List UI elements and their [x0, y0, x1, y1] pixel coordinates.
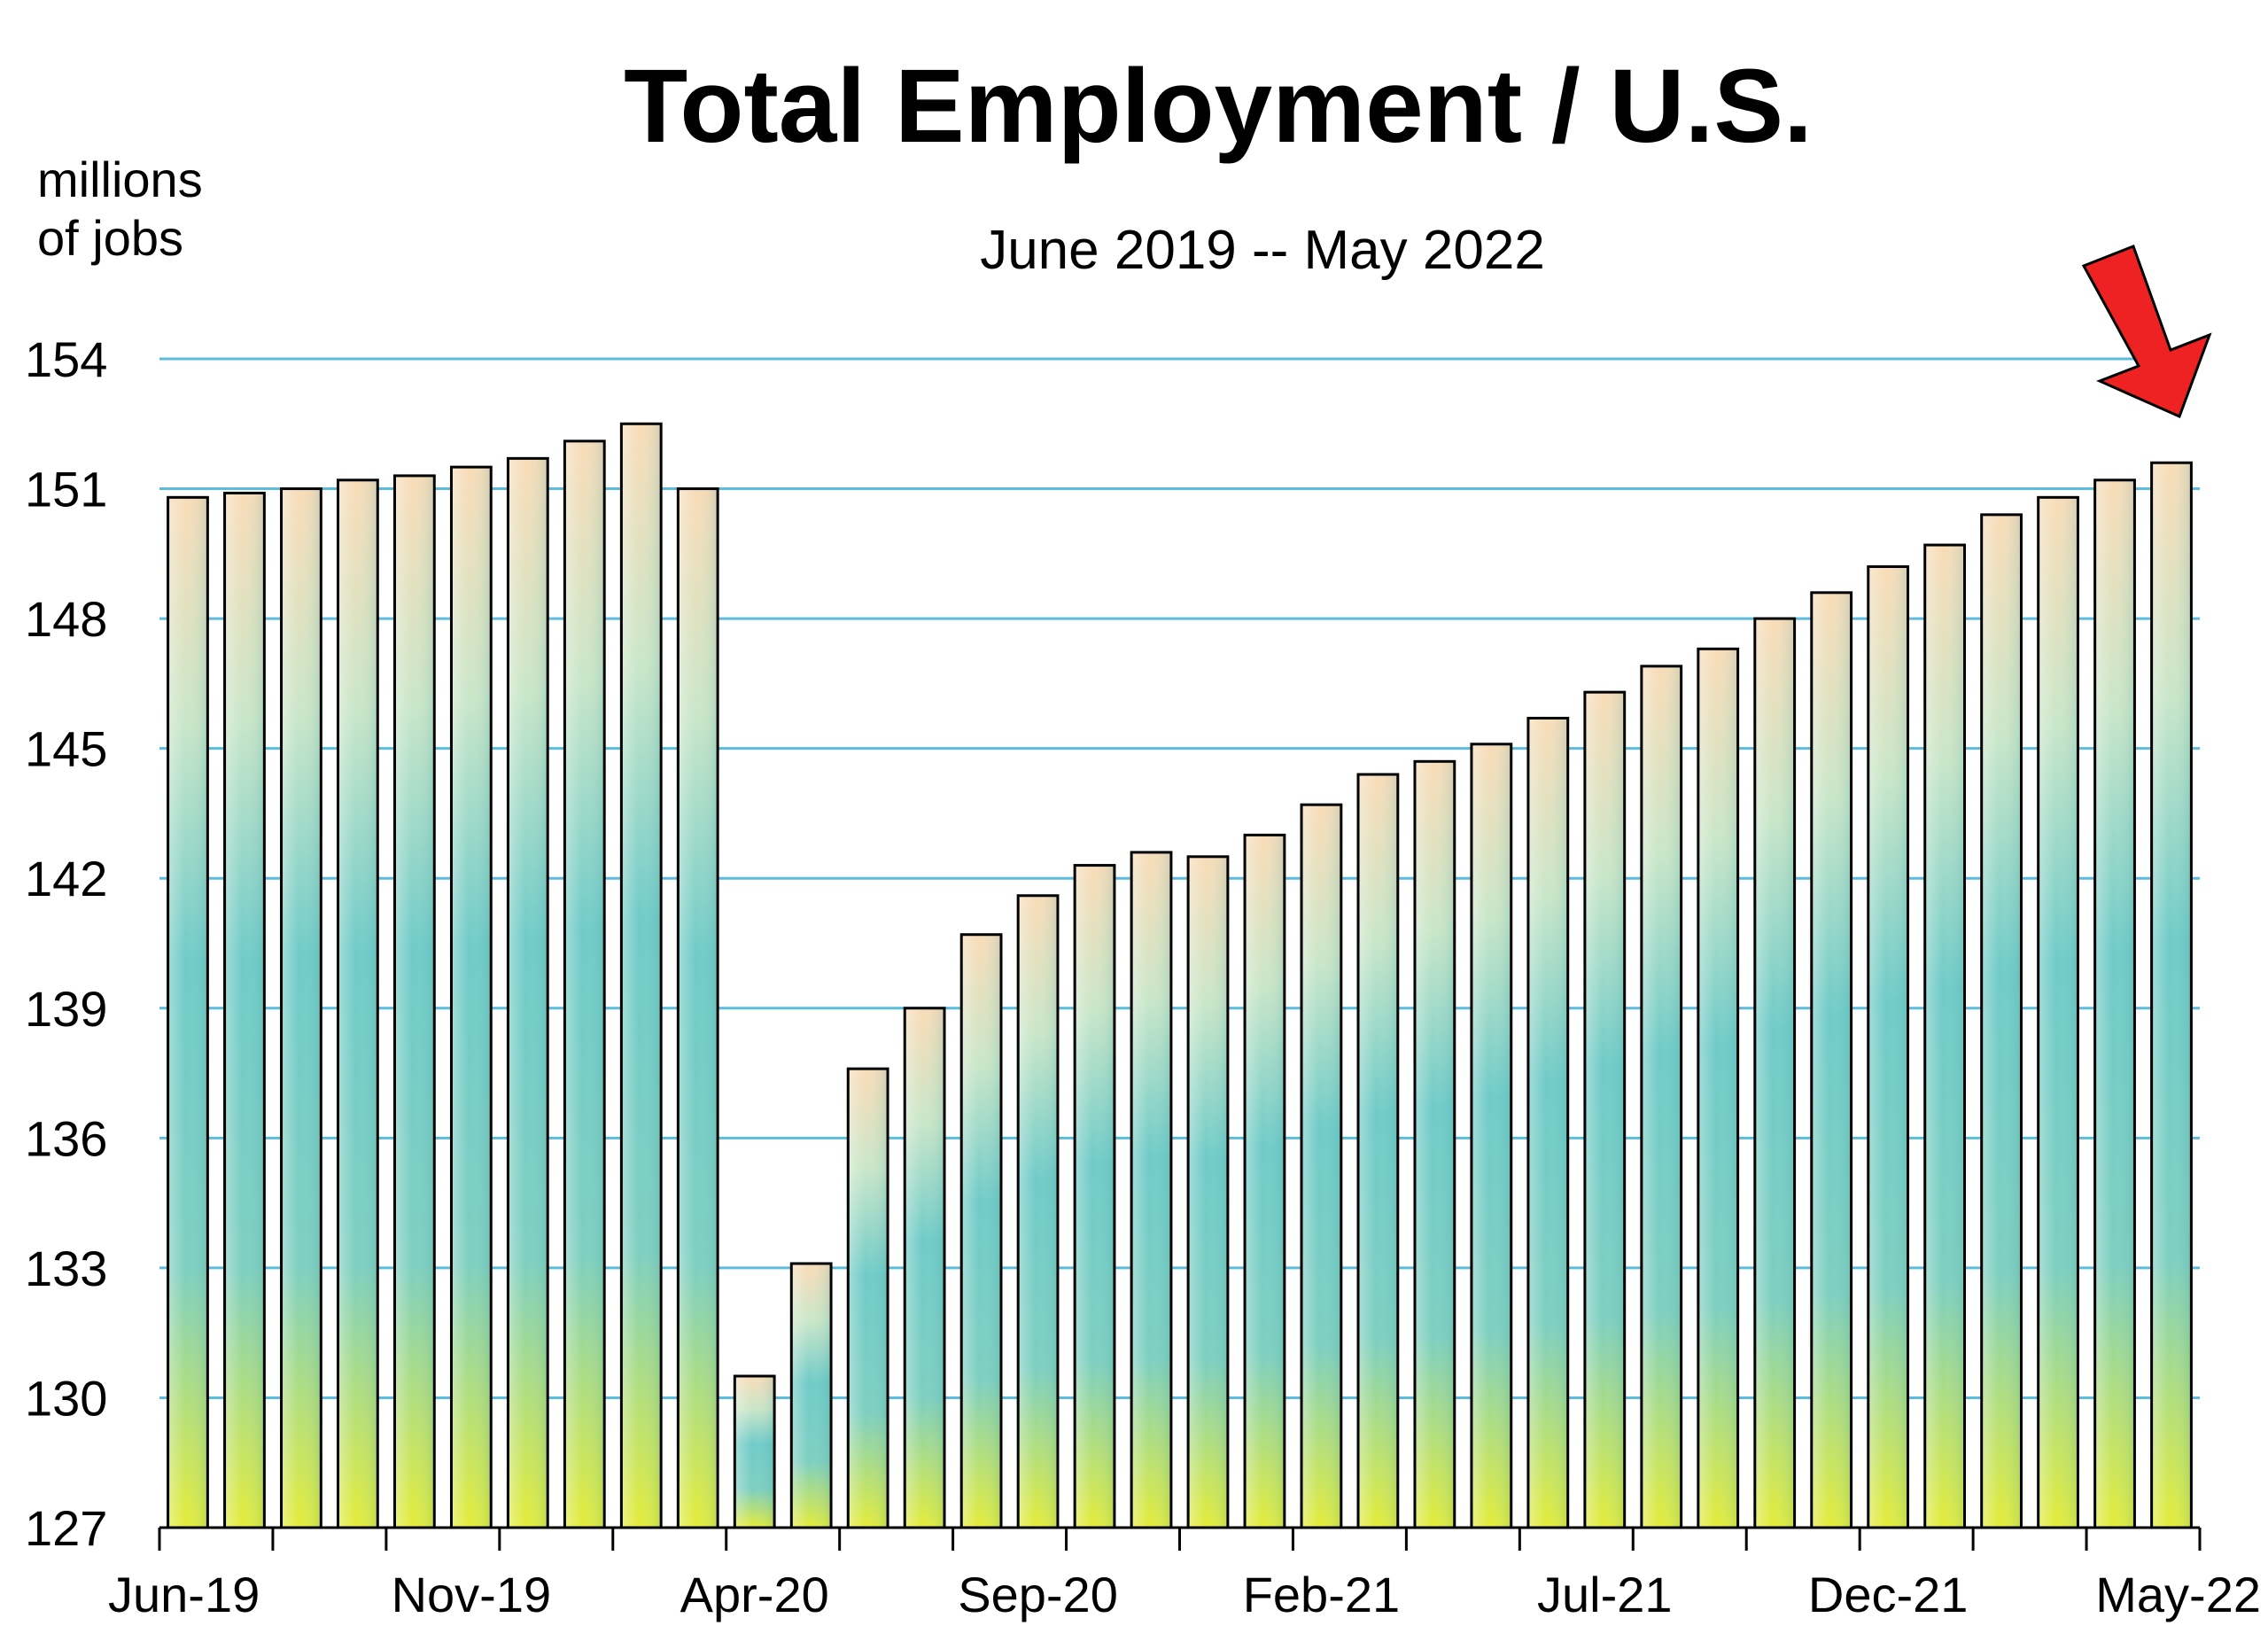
bars: [167, 422, 2193, 1529]
bar-outline: [1470, 743, 1513, 1529]
bar-outline: [1640, 665, 1683, 1529]
x-tick-label: Apr-20: [680, 1567, 829, 1622]
bar-outline: [1526, 716, 1570, 1529]
bar-outline: [1753, 617, 1797, 1529]
x-tick-label: Sep-20: [958, 1567, 1118, 1622]
x-axis-ticks: Jun-19 Nov-19 Apr-20 Sep-20 Feb-21 Jul-21 Dec-…: [108, 1567, 2261, 1622]
y-tick-label: 130: [25, 1370, 107, 1426]
x-tick-label: Feb-21: [1243, 1567, 1400, 1622]
bar-outline: [2037, 495, 2079, 1529]
y-tick-label: 148: [25, 591, 107, 647]
y-tick-label: 145: [25, 721, 107, 777]
bar-outline: [1980, 513, 2023, 1529]
y-tick-label: 127: [25, 1500, 107, 1556]
x-axis: [158, 1526, 2202, 1551]
bar-outline: [1300, 803, 1343, 1529]
gridlines: [159, 357, 2200, 1399]
bar-outline: [1186, 855, 1230, 1529]
bar-outline: [1923, 543, 1967, 1529]
y-tick-label: 133: [25, 1241, 107, 1296]
x-tick-label: Nov-19: [392, 1567, 552, 1622]
y-axis-unit-line1: millions: [37, 152, 203, 207]
bar-outline: [223, 491, 266, 1529]
bar-outline: [1413, 759, 1456, 1529]
y-tick-label: 154: [25, 331, 107, 387]
bar-outline: [449, 465, 493, 1529]
y-tick-label: 139: [25, 981, 107, 1037]
bar-outline: [676, 487, 719, 1529]
y-axis-ticks: 127 130 133 136 139 142 145 148 151 154: [25, 331, 107, 1556]
y-tick-label: 136: [25, 1110, 107, 1166]
bar-outline: [1583, 690, 1627, 1529]
bar-outline: [2150, 461, 2193, 1529]
bar-outline: [1073, 864, 1116, 1529]
bar-outline: [846, 1067, 889, 1529]
bar-outline: [1016, 894, 1060, 1529]
y-tick-label: 151: [25, 462, 107, 517]
y-axis-unit-line2: of jobs: [37, 210, 183, 266]
bar-outline: [733, 1374, 776, 1529]
bar-outline: [280, 487, 322, 1529]
bar-outline: [903, 1007, 946, 1529]
x-tick-label: Jun-19: [108, 1567, 260, 1622]
bar-outline: [167, 495, 209, 1529]
chart-title: Total Employment / U.S.: [624, 48, 1813, 165]
bar-outline: [1867, 564, 1910, 1529]
bar-outline: [619, 422, 663, 1529]
x-tick-label: May-22: [2095, 1567, 2261, 1622]
bar-outline: [2093, 478, 2136, 1529]
bar-outline: [959, 933, 1003, 1529]
chart-subtitle: June 2019 -- May 2022: [980, 220, 1545, 281]
bar-outline: [392, 474, 436, 1529]
bar-outline: [506, 456, 549, 1529]
highlight-arrow-icon: [2081, 245, 2212, 419]
bar-outline: [1356, 773, 1400, 1529]
bar-outline: [1130, 851, 1173, 1529]
bar-outline: [789, 1262, 833, 1529]
x-tick-label: Dec-21: [1808, 1567, 1969, 1622]
bar-outline: [1243, 833, 1286, 1529]
x-tick-label: Jul-21: [1537, 1567, 1673, 1622]
bar-outline: [1810, 591, 1853, 1529]
bar-outline: [563, 439, 606, 1529]
y-tick-label: 142: [25, 851, 107, 906]
bar-outline: [337, 478, 379, 1529]
bar-outline: [1697, 647, 1740, 1529]
